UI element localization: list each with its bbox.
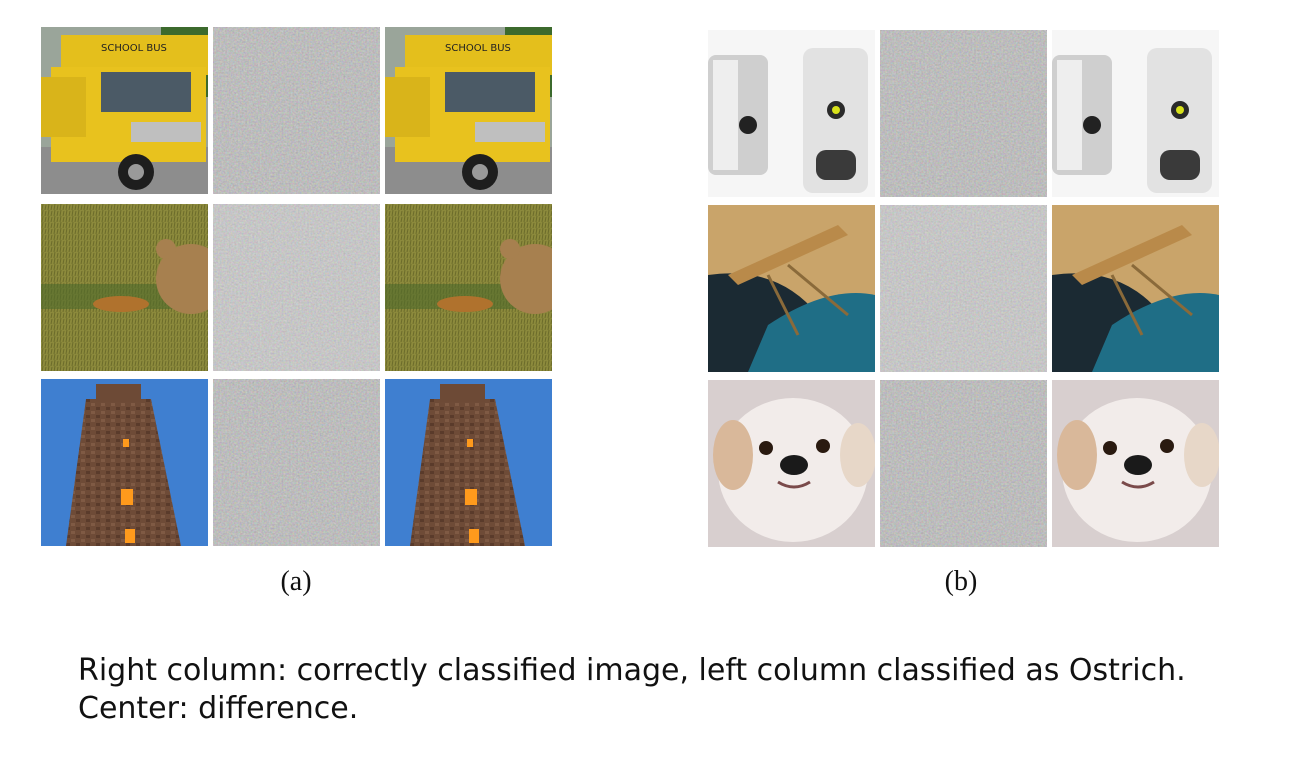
panel-b-row1-adversarial-image: [1052, 30, 1219, 197]
panel-b-label: (b): [944, 566, 978, 597]
panel-a-row1-original-image: SCHOOL BUS: [41, 27, 208, 194]
panel-b-row1-original-image: [708, 30, 875, 197]
bus-sign-text: SCHOOL BUS: [101, 43, 167, 54]
panel-a-row1-difference-image: [213, 27, 380, 194]
panel-a-row3-difference-image: [213, 379, 380, 546]
caption-line-2: Center: difference.: [78, 691, 359, 726]
panel-b-row3-adversarial-image: [1052, 380, 1219, 547]
panel-b-row3-original-image: [708, 380, 875, 547]
panel-a-label: (a): [280, 566, 312, 597]
figure-caption: Right column: correctly classified image…: [78, 652, 1258, 728]
panel-a-row2-adversarial-image: [385, 204, 552, 371]
panel-a-row3-original-image: [41, 379, 208, 546]
panel-b-row2-difference-image: [880, 205, 1047, 372]
panel-b-row1-difference-image: [880, 30, 1047, 197]
panel-a-row3-adversarial-image: [385, 379, 552, 546]
panel-b-row2-adversarial-image: [1052, 205, 1219, 372]
caption-line-1: Right column: correctly classified image…: [78, 653, 1186, 688]
panel-b-row3-difference-image: [880, 380, 1047, 547]
panel-a-row2-original-image: [41, 204, 208, 371]
bus-sign-text: SCHOOL BUS: [445, 43, 511, 54]
panel-a-row2-difference-image: [213, 204, 380, 371]
panel-b-row2-original-image: [708, 205, 875, 372]
panel-a-row1-adversarial-image: SCHOOL BUS: [385, 27, 552, 194]
